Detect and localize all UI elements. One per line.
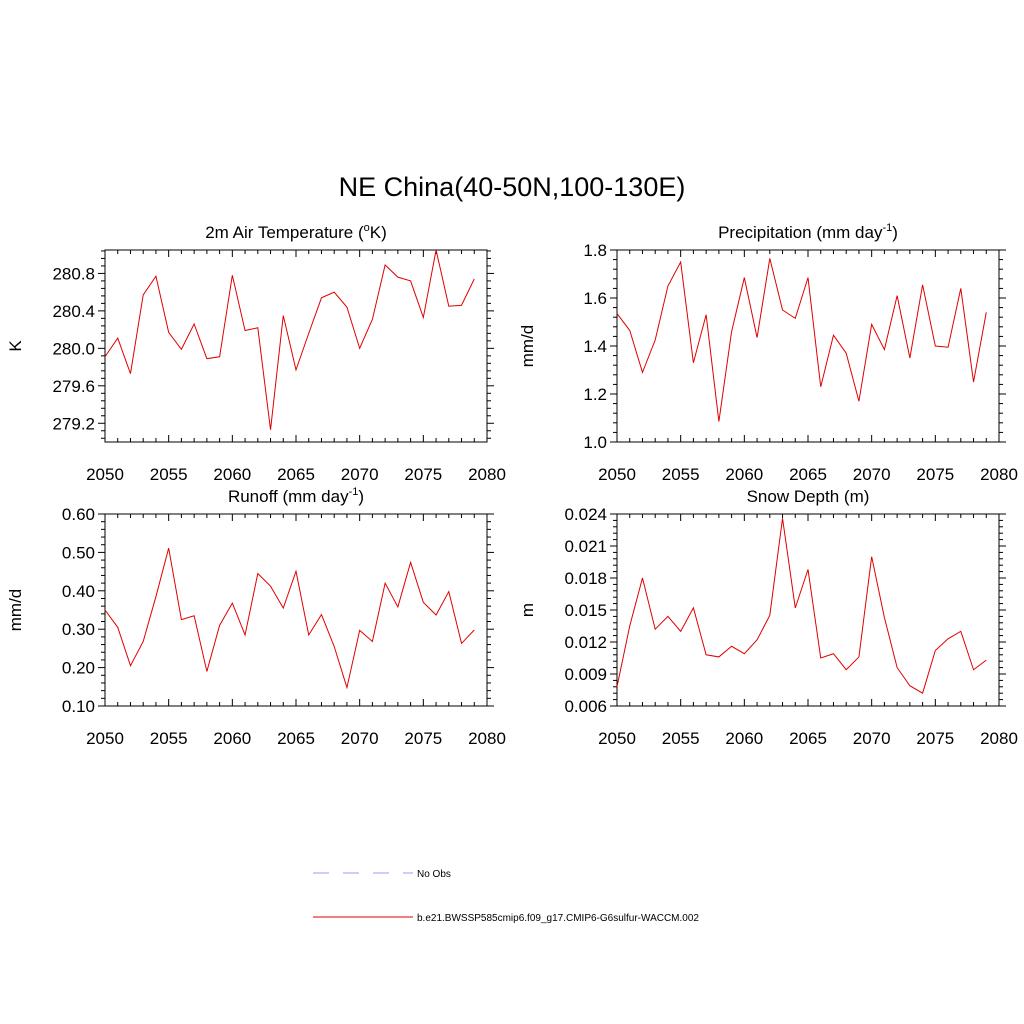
y-tick-label: 0.40 xyxy=(62,582,95,601)
y-tick-label: 279.2 xyxy=(52,414,95,433)
x-tick-label: 2055 xyxy=(150,729,188,748)
y-tick-label: 0.024 xyxy=(564,505,607,524)
x-tick-label: 2080 xyxy=(980,465,1018,484)
y-tick-label: 279.6 xyxy=(52,377,95,396)
y-axis-label: m xyxy=(518,603,537,617)
y-axis-label: mm/d xyxy=(518,325,537,368)
x-tick-label: 2050 xyxy=(598,729,636,748)
panel-title: Runoff (mm day-1) xyxy=(228,486,364,506)
x-tick-label: 2075 xyxy=(916,465,954,484)
legend-label-model: b.e21.BWSSP585cmip6.f09_g17.CMIP6-G6sulf… xyxy=(417,913,699,924)
series-line-1 xyxy=(616,258,987,422)
y-tick-label: 1.4 xyxy=(583,337,607,356)
y-tick-label: 0.20 xyxy=(62,659,95,678)
x-tick-label: 2075 xyxy=(404,729,442,748)
y-tick-label: 1.8 xyxy=(583,241,607,260)
x-tick-label: 2050 xyxy=(86,465,124,484)
x-tick-label: 2070 xyxy=(341,729,379,748)
x-tick-label: 2060 xyxy=(213,465,251,484)
y-tick-label: 0.30 xyxy=(62,620,95,639)
series-line-1 xyxy=(104,548,475,690)
x-tick-label: 2070 xyxy=(341,465,379,484)
x-tick-label: 2075 xyxy=(916,729,954,748)
y-tick-label: 280.4 xyxy=(52,302,95,321)
y-tick-label: 0.018 xyxy=(564,569,607,588)
x-tick-label: 2070 xyxy=(853,729,891,748)
chart-panels: 2050 2055 2060 2065 2070 2075 2080 279.2 279.6 28… xyxy=(6,222,1018,748)
chart-panel-1: 2050 2055 2060 2065 2070 2075 2080 279.2 279.6 28… xyxy=(6,222,506,484)
panel-title: Precipitation (mm day-1) xyxy=(718,222,898,242)
x-tick-label: 2075 xyxy=(404,465,442,484)
y-tick-label: 0.10 xyxy=(62,697,95,716)
y-tick-label: 280.0 xyxy=(52,339,95,358)
x-tick-label: 2060 xyxy=(725,729,763,748)
y-tick-label: 1.0 xyxy=(583,433,607,452)
y-tick-label: 0.012 xyxy=(564,633,607,652)
x-tick-label: 2060 xyxy=(725,465,763,484)
y-axis-label: mm/d xyxy=(6,589,25,632)
y-tick-label: 0.006 xyxy=(564,697,607,716)
x-tick-label: 2050 xyxy=(598,465,636,484)
x-tick-label: 2080 xyxy=(468,465,506,484)
legend-label-no-obs: No Obs xyxy=(417,869,451,880)
x-tick-label: 2070 xyxy=(853,465,891,484)
panel-title: 2m Air Temperature (oK) xyxy=(205,222,387,242)
legend: No Obs b.e21.BWSSP585cmip6.f09_g17.CMIP6… xyxy=(313,869,699,924)
chart-panel-4: 2050 2055 2060 2065 2070 2075 2080 0.006 0.009 0.… xyxy=(518,487,1018,748)
x-tick-label: 2065 xyxy=(277,729,315,748)
y-tick-label: 0.021 xyxy=(564,537,607,556)
series-line-1 xyxy=(104,249,475,430)
chart-panel-3: 2050 2055 2060 2065 2070 2075 2080 0.10 0.20 0.30… xyxy=(6,486,506,748)
y-tick-label: 280.8 xyxy=(52,264,95,283)
x-tick-label: 2080 xyxy=(468,729,506,748)
x-tick-label: 2055 xyxy=(662,465,700,484)
x-tick-label: 2065 xyxy=(277,465,315,484)
x-tick-label: 2080 xyxy=(980,729,1018,748)
chart-panel-2: 2050 2055 2060 2065 2070 2075 2080 1.0 1.2 1.4 1.6… xyxy=(518,222,1018,484)
x-tick-label: 2050 xyxy=(86,729,124,748)
y-tick-label: 1.2 xyxy=(583,385,607,404)
y-axis-label: K xyxy=(6,340,25,352)
x-tick-label: 2065 xyxy=(789,465,827,484)
figure-title: NE China(40-50N,100-130E) xyxy=(339,172,686,202)
y-tick-label: 1.6 xyxy=(583,289,607,308)
series-line-1 xyxy=(616,518,987,694)
x-tick-label: 2055 xyxy=(662,729,700,748)
y-tick-label: 0.009 xyxy=(564,665,607,684)
x-tick-label: 2055 xyxy=(150,465,188,484)
x-tick-label: 2065 xyxy=(789,729,827,748)
x-tick-label: 2060 xyxy=(213,729,251,748)
y-tick-label: 0.015 xyxy=(564,601,607,620)
y-tick-label: 0.50 xyxy=(62,543,95,562)
y-tick-label: 0.60 xyxy=(62,505,95,524)
panel-title: Snow Depth (m) xyxy=(747,487,870,506)
